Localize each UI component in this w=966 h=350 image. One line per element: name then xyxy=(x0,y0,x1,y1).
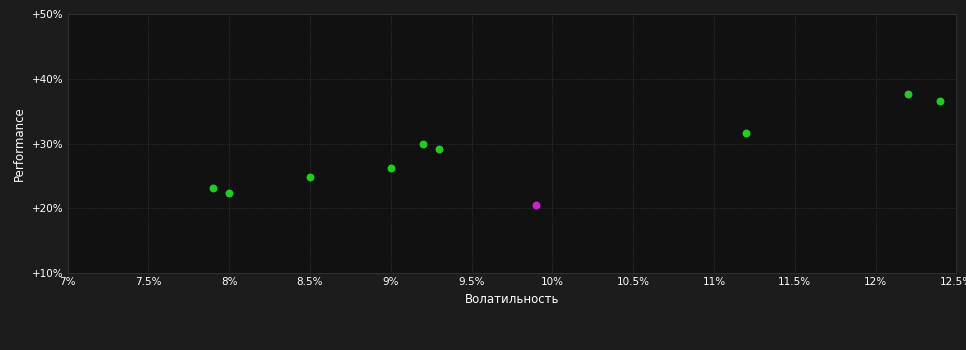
Point xyxy=(900,91,916,97)
Point xyxy=(221,190,237,196)
Point xyxy=(384,165,399,171)
Point xyxy=(206,185,221,190)
Point xyxy=(739,130,754,136)
Point xyxy=(432,147,447,152)
Point xyxy=(415,141,431,146)
Point xyxy=(302,174,318,180)
Point xyxy=(528,202,544,208)
Point xyxy=(932,98,948,104)
Y-axis label: Performance: Performance xyxy=(14,106,26,181)
X-axis label: Волатильность: Волатильность xyxy=(465,293,559,306)
